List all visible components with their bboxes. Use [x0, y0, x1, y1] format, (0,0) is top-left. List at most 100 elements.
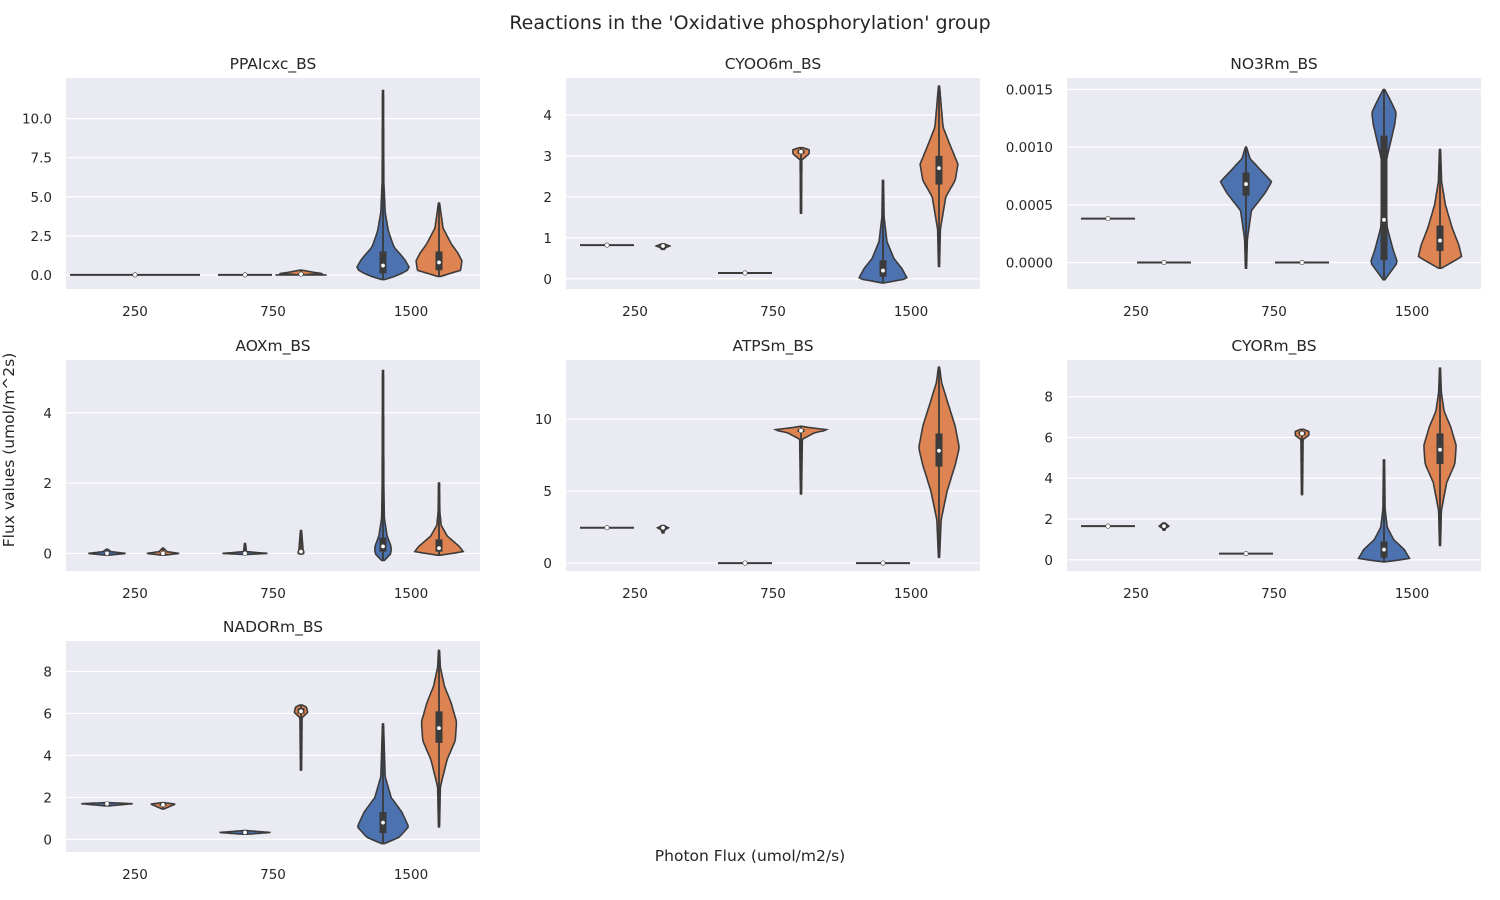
violin-blue: [858, 179, 908, 284]
figure-title: Reactions in the 'Oxidative phosphorylat…: [509, 12, 991, 34]
violin-orange: [1137, 259, 1191, 265]
x-axis-label: Photon Flux (umol/m2/s): [654, 847, 846, 865]
violin-median: [1299, 259, 1305, 265]
y-tick-label: 6: [1044, 430, 1053, 446]
violin-orange: [420, 649, 458, 828]
panel-CYOO6m_BS: 0 1 2 3 4 250 750 1500 CYOO6m_BS: [543, 55, 980, 320]
panel-background: [66, 360, 480, 571]
x-tick-label: 1500: [894, 304, 928, 320]
violin-median: [742, 560, 748, 566]
violin-median: [660, 243, 666, 249]
violin-orange: [415, 202, 463, 278]
violin-median: [1243, 181, 1249, 187]
violin-blue: [219, 829, 271, 835]
violin-median: [1381, 217, 1387, 223]
y-tick-label: 0.0005: [1006, 198, 1053, 214]
x-tick-label: 250: [1123, 586, 1149, 602]
x-tick-label: 250: [622, 586, 648, 602]
x-tick-label: 750: [760, 304, 786, 320]
violin-blue: [1219, 551, 1273, 557]
violin-iqr-box: [1380, 135, 1388, 261]
panel-title: NADORm_BS: [223, 618, 323, 637]
violin-blue: [88, 548, 126, 556]
y-tick-label: 0: [1044, 553, 1053, 569]
panel-title: PPAIcxc_BS: [230, 55, 317, 74]
panel-NADORm_BS: 0 2 4 6 8 250 750 1500 NADORm_BS: [43, 618, 480, 883]
x-tick-label: 250: [122, 586, 148, 602]
violin-median: [380, 543, 386, 549]
violin-median: [798, 428, 804, 434]
violin-median: [1161, 259, 1167, 265]
y-tick-label: 0.0010: [1006, 140, 1053, 156]
violin-median: [1437, 238, 1443, 244]
violin-blue: [218, 272, 272, 278]
panel-AOXm_BS: 0 2 4 250 750 1500 AOXm_BS: [43, 337, 480, 602]
violin-orange: [654, 243, 672, 251]
violin-median: [1299, 430, 1305, 436]
x-tick-label: 1500: [894, 586, 928, 602]
violin-orange: [1294, 428, 1310, 496]
violin-orange: [655, 524, 671, 534]
violin-blue: [1081, 216, 1135, 222]
violin-blue: [222, 542, 268, 556]
violin-orange: [150, 801, 176, 810]
y-tick-label: 4: [43, 748, 52, 764]
violin-median: [1381, 547, 1387, 553]
violin-median: [1105, 216, 1111, 222]
violin-blue: [356, 89, 410, 281]
violin-blue: [1370, 88, 1398, 281]
violin-orange: [293, 704, 309, 771]
y-tick-label: 0.0015: [1006, 83, 1053, 99]
y-tick-label: 2: [543, 190, 552, 206]
violin-median: [436, 545, 442, 551]
y-tick-label: 10.0: [22, 112, 52, 128]
x-tick-label: 250: [1123, 304, 1149, 320]
y-tick-label: 6: [43, 706, 52, 722]
violin-median: [742, 270, 748, 276]
y-tick-label: 0.0: [31, 268, 52, 284]
y-tick-label: 7.5: [31, 151, 52, 167]
panel-background: [66, 78, 480, 289]
x-tick-label: 1500: [394, 304, 428, 320]
y-tick-label: 2: [1044, 512, 1053, 528]
violin-median: [242, 550, 248, 556]
x-tick-label: 250: [622, 304, 648, 320]
violin-median: [242, 829, 248, 835]
y-tick-label: 10: [535, 412, 552, 428]
x-tick-label: 750: [1261, 586, 1287, 602]
violin-iqr-box: [379, 251, 387, 274]
y-tick-label: 0: [543, 556, 552, 572]
violin-blue: [374, 369, 392, 562]
y-tick-label: 2.5: [31, 229, 52, 245]
violin-median: [798, 149, 804, 155]
panel-background: [566, 360, 980, 571]
panel-background: [66, 641, 480, 852]
violin-iqr-box: [435, 539, 443, 552]
violin-median: [604, 242, 610, 248]
x-tick-label: 250: [122, 304, 148, 320]
y-tick-label: 8: [43, 664, 52, 680]
violin-median: [242, 272, 248, 278]
violin-median: [380, 263, 386, 269]
x-tick-label: 750: [760, 586, 786, 602]
y-tick-label: 0: [543, 272, 552, 288]
violin-median: [132, 272, 138, 278]
violin-median: [380, 820, 386, 826]
violin-blue: [70, 272, 200, 278]
panel-title: ATPSm_BS: [732, 337, 813, 356]
violin-blue: [81, 801, 133, 807]
violin-blue: [718, 560, 772, 566]
violin-orange: [918, 366, 960, 559]
panel-title: CYOO6m_BS: [725, 55, 821, 74]
x-tick-label: 750: [260, 304, 286, 320]
y-tick-label: 4: [1044, 471, 1053, 487]
y-tick-label: 8: [1044, 390, 1053, 406]
x-tick-label: 1500: [394, 586, 428, 602]
violin-median: [880, 268, 886, 274]
violin-blue: [1219, 146, 1273, 269]
y-tick-label: 4: [43, 406, 52, 422]
panel-background: [566, 78, 980, 289]
violin-orange: [1417, 148, 1463, 269]
violin-orange: [1275, 259, 1329, 265]
